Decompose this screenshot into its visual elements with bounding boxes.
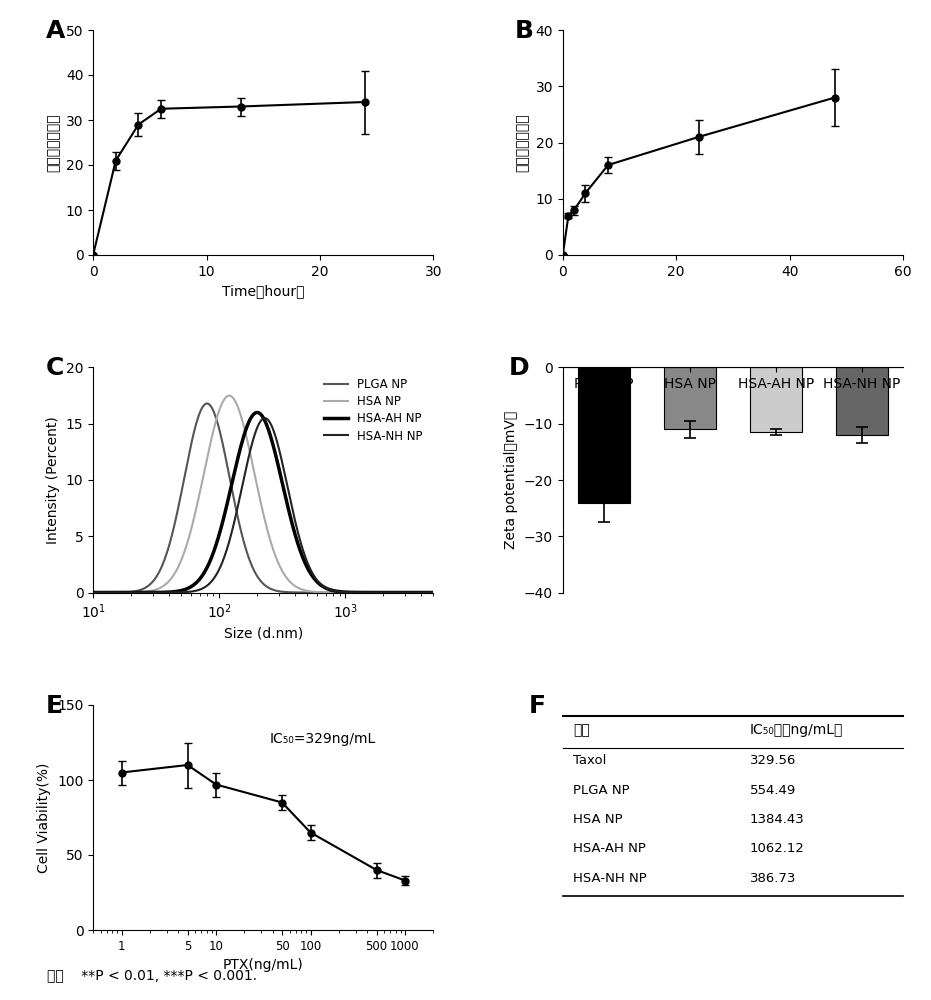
HSA NP (88, 586, 99, 598)
PLGA NP (201, 398, 212, 410)
Text: F: F (529, 694, 546, 718)
PLGA NP (88, 586, 99, 598)
HSA-AH NP (421, 586, 432, 598)
HSA NP (127, 586, 138, 598)
HSA-NH NP (146, 586, 157, 598)
HSA-NH NP (428, 586, 439, 598)
HSA-AH NP (146, 586, 157, 598)
Text: HSA-AH NP: HSA-AH NP (573, 842, 646, 855)
Text: 注：    **P < 0.01, ***P < 0.001.: 注： **P < 0.01, ***P < 0.001. (47, 968, 257, 982)
Bar (578, 367, 629, 502)
HSA-NH NP (385, 586, 396, 598)
PLGA NP (146, 576, 157, 588)
Y-axis label: 反应进度（％）: 反应进度（％） (516, 113, 530, 172)
X-axis label: Size (d.nm): Size (d.nm) (223, 626, 303, 640)
Text: HSA-NH NP: HSA-NH NP (573, 872, 647, 885)
Text: 1062.12: 1062.12 (750, 842, 804, 855)
PLGA NP (127, 586, 138, 598)
Text: Taxol: Taxol (573, 755, 606, 768)
Y-axis label: Zeta potential（mV）: Zeta potential（mV） (505, 411, 519, 549)
Text: A: A (46, 19, 65, 43)
Y-axis label: Cell Viability(%): Cell Viability(%) (37, 762, 51, 873)
Text: C: C (46, 356, 64, 380)
PLGA NP (233, 514, 244, 526)
X-axis label: PTX(ng/mL): PTX(ng/mL) (223, 958, 304, 972)
X-axis label: Time（hour）: Time（hour） (222, 284, 304, 298)
Text: 组别: 组别 (573, 723, 589, 737)
HSA NP (428, 586, 439, 598)
HSA NP (385, 586, 396, 598)
Y-axis label: Intensity (Percent): Intensity (Percent) (47, 416, 61, 544)
HSA-AH NP (251, 407, 263, 419)
HSA-AH NP (218, 512, 229, 524)
HSA-NH NP (88, 586, 99, 598)
HSA-AH NP (233, 450, 244, 462)
HSA-AH NP (385, 586, 396, 598)
Line: HSA-AH NP: HSA-AH NP (93, 413, 434, 592)
HSA-NH NP (233, 498, 244, 510)
PLGA NP (421, 586, 432, 598)
HSA-NH NP (421, 586, 432, 598)
Text: IC₅₀=329ng/mL: IC₅₀=329ng/mL (270, 732, 376, 746)
Bar (664, 367, 716, 429)
HSA NP (421, 586, 432, 598)
HSA NP (233, 403, 244, 415)
Bar (836, 367, 887, 435)
Text: PLGA NP: PLGA NP (573, 784, 629, 797)
Text: 554.49: 554.49 (750, 784, 796, 797)
HSA NP (223, 390, 235, 402)
Line: PLGA NP: PLGA NP (93, 404, 434, 592)
PLGA NP (385, 586, 396, 598)
Text: D: D (508, 356, 529, 380)
HSA NP (146, 585, 157, 597)
Y-axis label: 反应进度（％）: 反应进度（％） (47, 113, 61, 172)
Text: B: B (515, 19, 534, 43)
Text: 386.73: 386.73 (750, 872, 796, 885)
Bar (750, 367, 802, 432)
HSA NP (218, 394, 229, 406)
Line: HSA NP: HSA NP (93, 396, 434, 592)
HSA-AH NP (428, 586, 439, 598)
Text: 329.56: 329.56 (750, 755, 796, 768)
Text: 1384.43: 1384.43 (750, 813, 804, 826)
Text: E: E (46, 694, 62, 718)
HSA-AH NP (88, 586, 99, 598)
HSA-NH NP (127, 586, 138, 598)
Line: HSA-NH NP: HSA-NH NP (93, 418, 434, 592)
HSA-NH NP (218, 553, 229, 565)
PLGA NP (428, 586, 439, 598)
Legend: PLGA NP, HSA NP, HSA-AH NP, HSA-NH NP: PLGA NP, HSA NP, HSA-AH NP, HSA-NH NP (319, 373, 427, 447)
Text: HSA NP: HSA NP (573, 813, 623, 826)
PLGA NP (218, 443, 229, 455)
HSA-AH NP (127, 586, 138, 598)
HSA-NH NP (259, 412, 270, 424)
Text: IC₅₀値（ng/mL）: IC₅₀値（ng/mL） (750, 723, 843, 737)
